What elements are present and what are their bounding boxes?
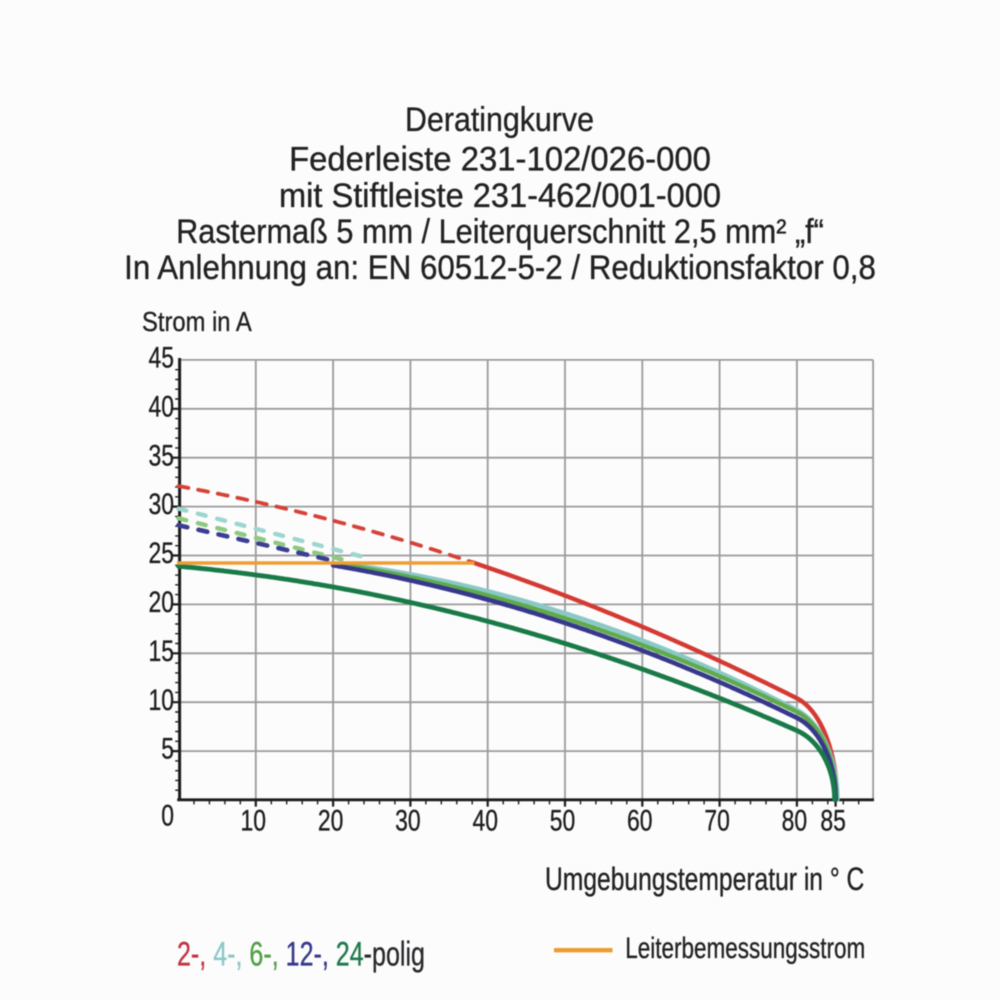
svg-text:10: 10 (149, 683, 174, 717)
svg-text:40: 40 (149, 389, 174, 423)
svg-text:30: 30 (395, 803, 420, 837)
svg-text:Leiterbemessungsstrom: Leiterbemessungsstrom (625, 931, 865, 965)
svg-text:80: 80 (782, 803, 807, 837)
svg-text:20: 20 (318, 803, 343, 837)
svg-text:35: 35 (149, 438, 174, 472)
svg-text:25: 25 (149, 536, 174, 570)
svg-text:40: 40 (472, 803, 497, 837)
svg-text:2-, 4-, 6-, 12-, 24-polig: 2-, 4-, 6-, 12-, 24-polig (177, 936, 425, 974)
svg-text:60: 60 (627, 803, 652, 837)
svg-text:15: 15 (149, 634, 174, 668)
svg-text:30: 30 (149, 487, 174, 521)
svg-text:Umgebungstemperatur in ° C: Umgebungstemperatur in ° C (545, 862, 864, 898)
svg-text:85: 85 (820, 803, 845, 837)
svg-text:Deratingkurve: Deratingkurve (405, 100, 594, 138)
svg-text:Strom in A: Strom in A (142, 305, 252, 337)
svg-text:45: 45 (149, 341, 174, 375)
svg-text:5: 5 (161, 732, 174, 766)
svg-text:20: 20 (149, 585, 174, 619)
svg-text:Federleiste 231-102/026-000: Federleiste 231-102/026-000 (289, 141, 711, 179)
svg-text:0: 0 (161, 799, 174, 833)
svg-text:70: 70 (704, 803, 729, 837)
svg-text:In Anlehnung an: EN 60512-5-2: In Anlehnung an: EN 60512-5-2 / Reduktio… (124, 248, 876, 286)
svg-text:10: 10 (241, 803, 266, 837)
svg-text:Rastermaß 5 mm / Leiterquersch: Rastermaß 5 mm / Leiterquerschnitt 2,5 m… (176, 213, 824, 251)
svg-text:50: 50 (550, 803, 575, 837)
svg-text:mit Stiftleiste 231-462/001-00: mit Stiftleiste 231-462/001-000 (279, 177, 721, 215)
